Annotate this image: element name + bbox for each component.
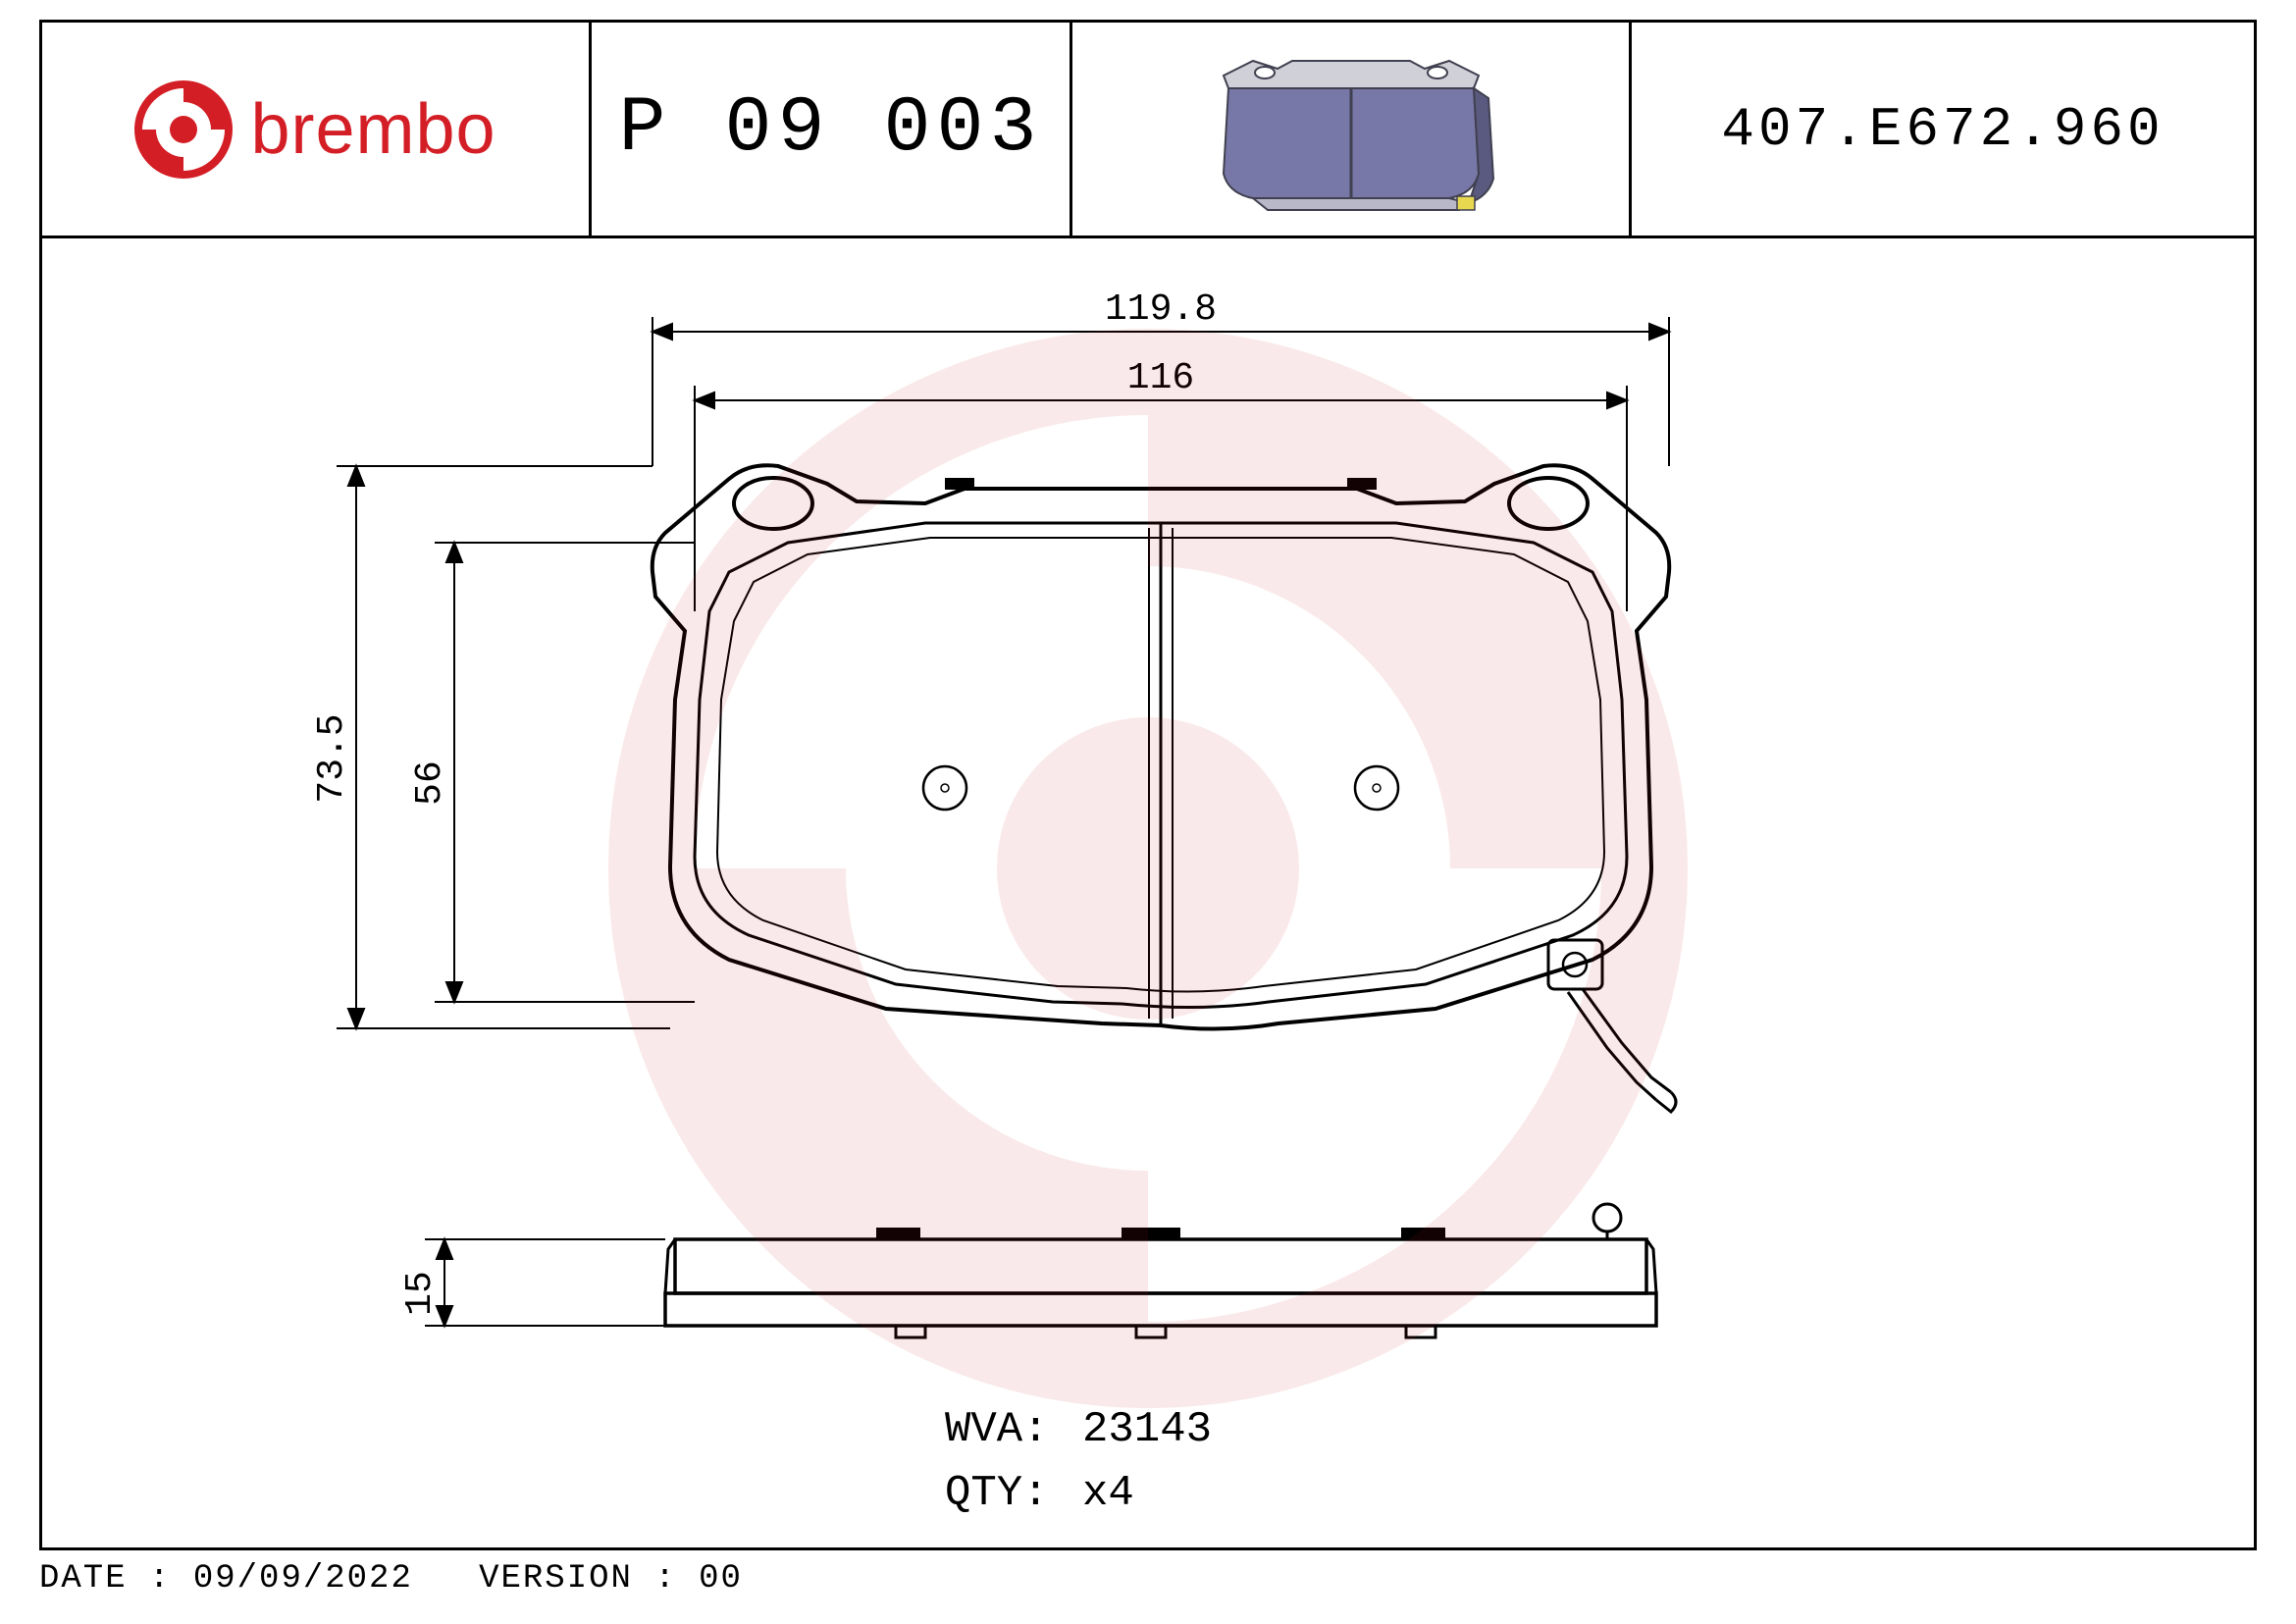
- part-number: P 09 003: [618, 84, 1042, 174]
- drawing-sheet: brembo P 09 003: [39, 20, 2257, 1550]
- dim-thickness: 15: [399, 1271, 442, 1316]
- technical-drawing: 119.8 116 73.5: [42, 238, 2254, 1550]
- drawing-code: 407.E672.960: [1721, 98, 2164, 161]
- version-value: 00: [699, 1560, 743, 1598]
- wva-label: WVA:: [945, 1405, 1049, 1454]
- front-view: [652, 465, 1676, 1112]
- side-view: [665, 1204, 1656, 1337]
- brand-name: brembo: [250, 89, 496, 170]
- dim-overall-width: 119.8: [1105, 288, 1217, 331]
- dimensions: 119.8 116 73.5: [311, 288, 1669, 1326]
- part-number-cell: P 09 003: [592, 23, 1072, 236]
- dim-pad-width: 116: [1127, 357, 1194, 399]
- qty-label: QTY:: [945, 1469, 1049, 1518]
- pad-3d-render: [1184, 41, 1518, 218]
- title-block-row: brembo P 09 003: [42, 23, 2254, 238]
- date-label: DATE :: [39, 1560, 171, 1598]
- code-cell: 407.E672.960: [1632, 23, 2254, 236]
- wva-value: 23143: [1082, 1405, 1212, 1454]
- version-label: VERSION :: [479, 1560, 677, 1598]
- render-cell: [1072, 23, 1632, 236]
- qty-value: x4: [1082, 1469, 1134, 1518]
- brembo-icon: [134, 80, 233, 179]
- footer: DATE : 09/09/2022 VERSION : 00: [39, 1560, 743, 1598]
- metadata-block: WVA: 23143 QTY: x4: [945, 1405, 1212, 1518]
- logo-cell: brembo: [42, 23, 592, 236]
- date-value: 09/09/2022: [193, 1560, 413, 1598]
- drawing-area: 119.8 116 73.5: [42, 238, 2254, 1550]
- dim-overall-height: 73.5: [311, 713, 353, 803]
- brembo-logo: brembo: [134, 80, 496, 179]
- dim-pad-height: 56: [409, 760, 451, 806]
